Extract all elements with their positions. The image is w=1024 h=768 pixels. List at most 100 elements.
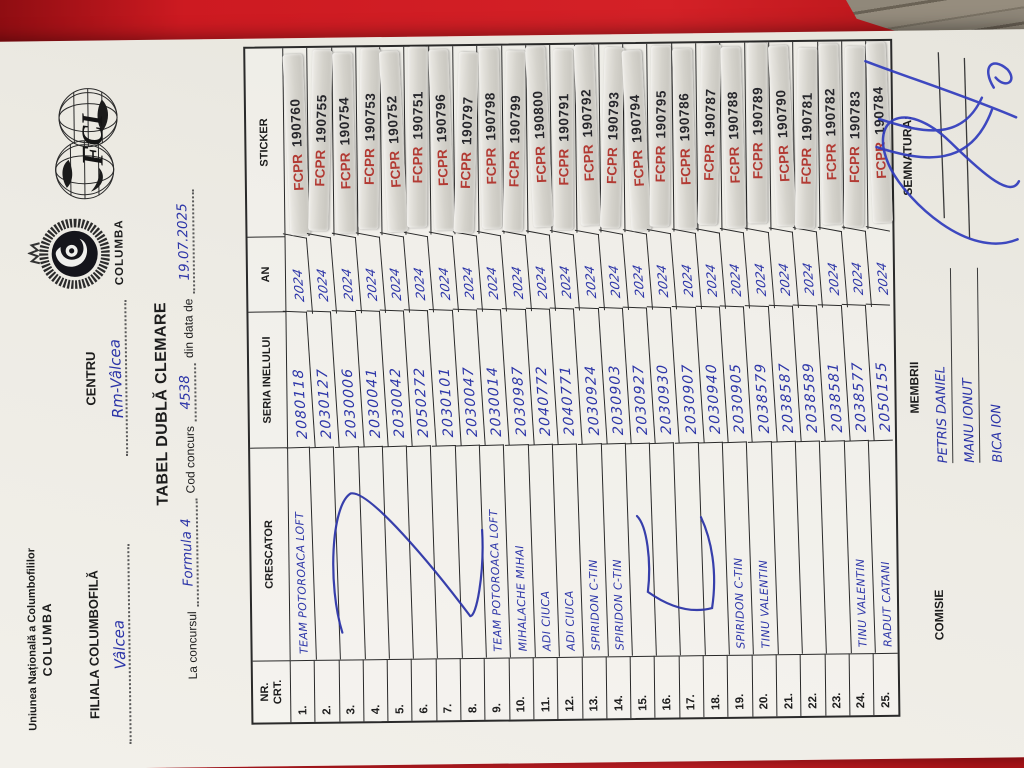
row-number: 2.	[314, 659, 341, 722]
row-number: 5.	[387, 658, 413, 722]
sticker-number: 190800	[529, 90, 547, 140]
sticker-chip: FCPR 190752	[378, 51, 408, 233]
sticker-prefix: FCPR	[531, 146, 549, 184]
sticker-chip: FCPR 190799	[503, 50, 527, 233]
sticker-cell: FCPR 190794	[621, 43, 652, 233]
member-name: BICA ION	[989, 403, 1006, 463]
sticker-cell: FCPR 190793	[599, 44, 626, 233]
sticker-cell: FCPR 190796	[428, 46, 456, 235]
centru-label: CENTRU	[82, 351, 99, 406]
sticker-chip: FCPR 190791	[553, 49, 574, 231]
sticker-prefix: FCPR	[603, 147, 620, 185]
sticker-cell: FCPR 190797	[453, 45, 480, 235]
ring-year: 2024	[865, 226, 897, 307]
sticker-prefix: FCPR	[823, 143, 840, 181]
sticker-prefix: FCPR	[652, 146, 668, 183]
sticker-chip: FCPR 190790	[767, 45, 797, 228]
sticker-number: 190795	[652, 90, 669, 140]
row-number: 8.	[460, 657, 486, 721]
sticker-number: 190794	[626, 94, 644, 144]
signature-lines	[937, 52, 971, 238]
row-number: 13.	[582, 656, 608, 719]
sticker-cell: FCPR 190786	[671, 43, 699, 232]
member-row: MANU IONUT	[950, 267, 981, 463]
sticker-cell: FCPR 190755	[307, 47, 335, 236]
sticker-prefix: FCPR	[434, 149, 451, 187]
centru-handwritten-value: Rm-Vâlcea	[105, 338, 128, 419]
sticker-cell: FCPR 190782	[817, 41, 845, 230]
sticker-prefix: FCPR	[289, 154, 306, 192]
contest-code-value: 4538	[176, 374, 195, 410]
comisie-label: COMISIE	[931, 589, 947, 641]
sticker-chip: FCPR 190794	[621, 50, 652, 232]
table-body: 1. TEAM POTOROACA LOFT 2080118 2024 FCPR…	[282, 41, 901, 723]
sticker-chip: FCPR 190754	[332, 52, 357, 235]
sticker-prefix: FCPR	[386, 150, 404, 189]
sticker-prefix: FCPR	[798, 148, 814, 186]
sticker-chip: FCPR 190781	[794, 48, 818, 230]
sticker-number: 190789	[749, 87, 766, 136]
row-number: 4.	[363, 659, 389, 722]
sticker-prefix: FCPR	[872, 142, 889, 180]
sticker-number: 190786	[676, 92, 693, 143]
sticker-prefix: FCPR	[726, 146, 743, 185]
row-number: 19.	[727, 654, 754, 717]
contest-date-field: 19.07.2025	[174, 189, 196, 294]
contest-date-label: din data de	[181, 298, 196, 359]
sticker-cell: FCPR 190798	[477, 45, 505, 234]
contest-code-field: 4538	[176, 362, 197, 422]
sticker-number: 190754	[336, 97, 353, 147]
contest-date-value: 19.07.2025	[174, 202, 194, 281]
header-seria-inelului: SERIA INELULUI	[248, 311, 289, 448]
row-number: 1.	[290, 659, 316, 723]
row-number: 10.	[509, 657, 535, 720]
row-number: 24.	[849, 653, 875, 716]
sticker-chip: FCPR 190753	[357, 48, 381, 230]
sticker-chip: FCPR 190792	[573, 44, 602, 227]
sticker-chip: FCPR 190796	[428, 49, 455, 232]
contest-line: La concursul Formula 4 Cod concurs 4538 …	[174, 189, 200, 680]
sticker-number: 190760	[286, 98, 304, 148]
sticker-prefix: FCPR	[700, 144, 717, 182]
sticker-cell: FCPR 190760	[282, 47, 311, 237]
sticker-chip: FCPR 190784	[865, 42, 894, 224]
sticker-cell: FCPR 190800	[524, 45, 554, 234]
sticker-cell: FCPR 190781	[793, 41, 820, 231]
sticker-number: 190798	[481, 92, 498, 142]
row-number: 7.	[436, 658, 462, 721]
sticker-prefix: FCPR	[677, 148, 694, 186]
row-number: 18.	[703, 654, 729, 718]
filiala-label: FILIALA COLUMBOFILĂ	[85, 570, 103, 720]
row-number: 22.	[800, 653, 826, 716]
sticker-cell: FCPR 190788	[720, 42, 748, 231]
header-crescator: CRESCATOR	[250, 447, 291, 661]
sticker-cell: FCPR 190753	[356, 47, 383, 236]
contest-name-value: Formula 4	[178, 518, 197, 587]
sticker-number: 190751	[409, 91, 426, 141]
sticker-cell: FCPR 190795	[647, 43, 675, 232]
row-number: 20.	[752, 654, 778, 717]
sticker-chip: FCPR 190793	[599, 47, 625, 229]
clemare-table: NR. CRT. CRESCATOR SERIA INELULUI AN STI…	[243, 38, 901, 725]
row-number: 17.	[679, 655, 705, 718]
contest-label: La concursul	[185, 611, 200, 680]
sticker-number: 190797	[458, 96, 475, 146]
row-number: 9.	[485, 657, 511, 720]
sticker-cell: FCPR 190792	[573, 44, 602, 233]
row-number: 21.	[776, 653, 802, 717]
sticker-number: 190783	[847, 91, 863, 140]
sticker-chip: FCPR 190751	[407, 47, 428, 229]
row-number: 23.	[825, 653, 851, 716]
sticker-chip: FCPR 190786	[672, 48, 698, 231]
header-nr-crt: NR. CRT.	[252, 660, 292, 723]
sticker-cell: FCPR 190751	[404, 46, 432, 235]
svg-text:FCI: FCI	[76, 112, 110, 166]
row-number: 12.	[557, 656, 583, 719]
sticker-cell: FCPR 190799	[501, 45, 529, 234]
form-title: TABEL DUBLĂ CLEMARE	[152, 301, 172, 506]
sticker-prefix: FCPR	[483, 148, 499, 186]
sticker-prefix: FCPR	[629, 149, 647, 188]
sticker-number: 190781	[798, 92, 815, 142]
columba-logo-caption: COLUMBA	[113, 219, 127, 286]
